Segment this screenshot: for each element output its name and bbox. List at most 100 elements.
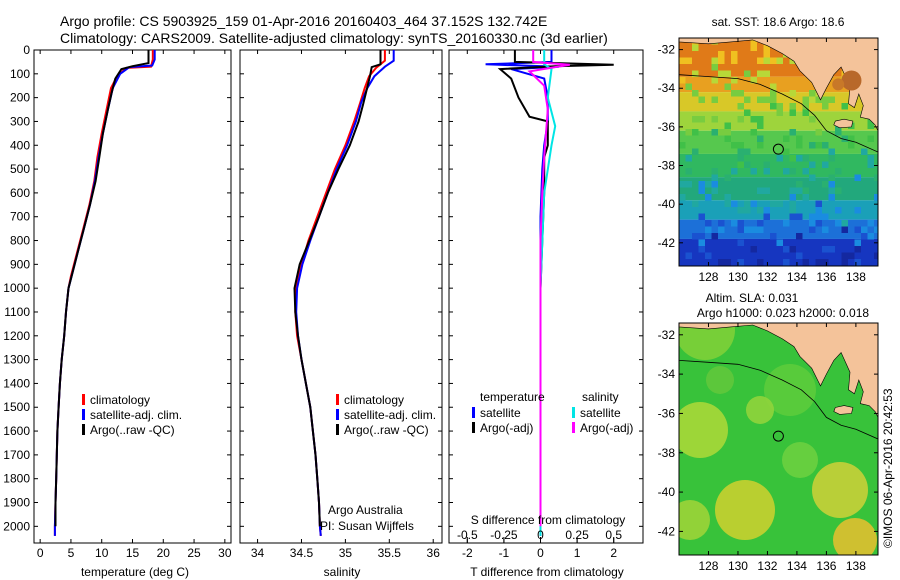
sst-cell: [724, 194, 731, 201]
y-tick-label: 1500: [3, 400, 30, 414]
y-tick-label: 1700: [3, 448, 30, 462]
sst-cell: [692, 116, 699, 123]
sst-cell: [744, 109, 751, 116]
sst-cell: [757, 187, 764, 194]
sst-cell: [854, 246, 861, 253]
sst-cell: [789, 109, 796, 116]
sst-cell: [711, 96, 718, 103]
sst-cell: [854, 207, 861, 214]
sst-cell: [679, 77, 686, 84]
y-tick-label: -32: [658, 328, 676, 342]
sst-cell: [711, 233, 718, 240]
sst-cell: [783, 220, 790, 227]
temperature-profile-panel: 0100200300400500600700800900100011001200…: [3, 43, 232, 560]
sst-cell: [796, 233, 803, 240]
sst-cell: [783, 148, 790, 155]
sst-cell: [828, 148, 835, 155]
y-tick-label: 200: [10, 91, 30, 105]
gulf-shade: [832, 78, 845, 91]
x-tick-label: 35.5: [378, 546, 402, 560]
sst-cell: [841, 226, 848, 233]
sst-cell: [757, 122, 764, 129]
sst-cell: [828, 246, 835, 253]
sst-cell: [705, 194, 712, 201]
sst-cell: [731, 90, 738, 97]
sst-cell: [750, 226, 757, 233]
x-tick-label: 34.5: [290, 546, 314, 560]
y-tick-label: 1000: [3, 281, 30, 295]
sst-cell: [731, 142, 738, 149]
sst-cell: [835, 220, 842, 227]
sst-cell: [718, 259, 725, 266]
x-tick-label: 132: [757, 559, 777, 573]
y-tick-label: 1800: [3, 472, 30, 486]
sst-cell: [789, 168, 796, 175]
sst-cell: [744, 148, 751, 155]
sst-cell: [750, 116, 757, 123]
sla-anomaly-blob: [782, 442, 818, 478]
sst-cell: [724, 174, 731, 181]
x-tick-label: 20: [157, 546, 171, 560]
sst-cell: [874, 194, 878, 201]
sst-cell: [685, 83, 692, 90]
sst-cell: [711, 181, 718, 188]
y-tick-label: 100: [10, 67, 30, 81]
sst-cell: [737, 226, 744, 233]
sst-cell: [809, 226, 816, 233]
sst-cell: [822, 96, 829, 103]
sst-cell: [809, 220, 816, 227]
sst-cell: [789, 155, 796, 162]
gulf-shade: [841, 70, 862, 91]
sst-cell: [711, 64, 718, 71]
sst-cell: [796, 252, 803, 259]
legend-label: satellite-adj. clim.: [344, 408, 436, 422]
sst-cell: [750, 38, 757, 45]
sla-anomaly-blob: [746, 396, 774, 424]
legend-label: satellite: [480, 406, 521, 420]
sst-cell: [783, 168, 790, 175]
map-field: [679, 323, 878, 555]
sst-cell: [757, 226, 764, 233]
sst-cell: [828, 96, 835, 103]
y-tick-label: 1300: [3, 353, 30, 367]
sst-cell: [698, 239, 705, 246]
sst-cell: [679, 142, 686, 149]
sst-cell: [692, 200, 699, 207]
legend-swatch: [336, 409, 339, 420]
sst-cell: [692, 70, 699, 77]
x-tick-label: 35: [339, 546, 353, 560]
title-line-2: Climatology: CARS2009. Satellite-adjuste…: [60, 30, 608, 46]
sst-cell: [679, 57, 686, 64]
sst-cell: [724, 70, 731, 77]
sla-map-title-2: Argo h1000: 0.023 h2000: 0.018: [697, 306, 869, 320]
sst-cell: [822, 226, 829, 233]
sst-cell: [737, 148, 744, 155]
sst-cell: [789, 57, 796, 64]
sst-cell: [711, 129, 718, 136]
legend-swatch: [572, 422, 575, 433]
y-tick-label: -38: [658, 159, 676, 173]
sst-cell: [809, 174, 816, 181]
legend-swatch: [82, 409, 85, 420]
legend-swatch: [336, 424, 339, 435]
sst-cell: [685, 129, 692, 136]
sst-cell: [711, 174, 718, 181]
sst-cell: [763, 187, 770, 194]
difference-axis-label: T difference from climatology: [470, 565, 624, 579]
sst-cell: [822, 246, 829, 253]
sla-anomaly-blob: [679, 402, 728, 458]
x-tick-label: 130: [728, 270, 748, 284]
x-tick-label: 1: [574, 546, 581, 560]
top-scale-tick-label: -0.25: [490, 528, 518, 542]
shelf-contour: [679, 360, 878, 440]
sst-cell: [750, 246, 757, 253]
sst-cell: [841, 103, 848, 110]
sst-cell: [770, 83, 777, 90]
imos-stamp: ©IMOS 06-Apr-2016 20:42:53: [881, 388, 895, 548]
x-tick-label: -2: [462, 546, 473, 560]
sst-map-panel: 128 130 132 134 136 138 -42 -40 -38 -36 -34 -32: [658, 37, 879, 284]
sst-cell: [802, 187, 809, 194]
sst-cell: [796, 135, 803, 142]
sst-cell: [763, 51, 770, 58]
y-tick-label: 1200: [3, 329, 30, 343]
